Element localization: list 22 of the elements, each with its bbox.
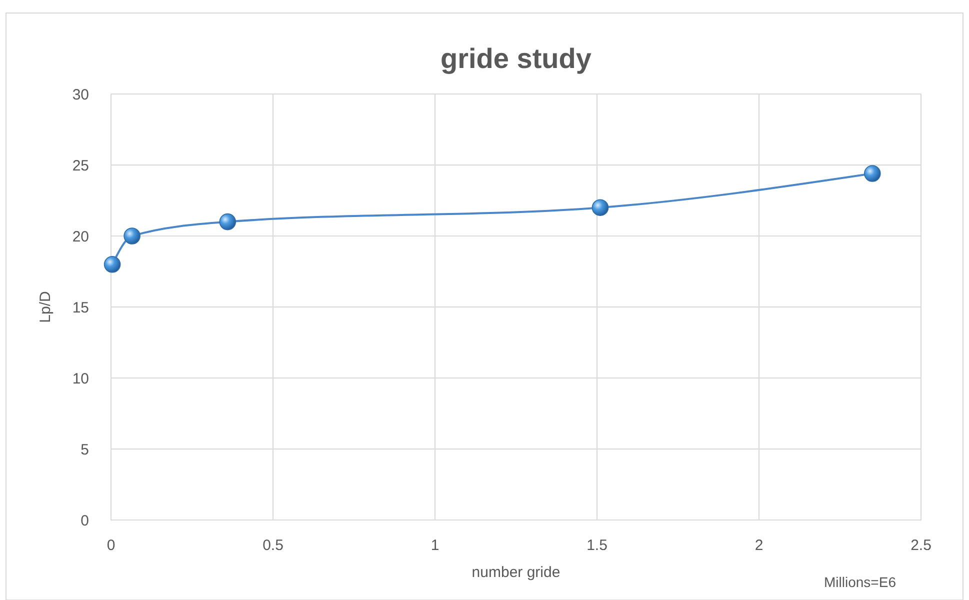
x-axis-title: number gride (472, 564, 560, 581)
y-axis-title: Lp/D (37, 290, 54, 323)
y-tick-label: 25 (72, 157, 89, 174)
x-tick-label: 2.5 (910, 537, 932, 554)
chart-title: gride study (440, 43, 592, 74)
y-tick-label: 10 (72, 370, 89, 388)
point (592, 199, 609, 216)
x-tick-label: 1.5 (586, 537, 608, 554)
y-tick-label: 15 (72, 299, 89, 316)
y-tick-label: 30 (72, 86, 89, 104)
point (864, 165, 881, 182)
x-tick-label: 1 (430, 537, 440, 554)
point (104, 256, 121, 273)
y-tick-label: 0 (80, 512, 89, 530)
x-tick-label: 0.5 (262, 537, 284, 554)
x-tick-label: 0 (106, 537, 116, 554)
x-tick-label: 2 (754, 537, 764, 554)
y-tick-label: 20 (72, 228, 89, 246)
text: Millions=E6 (824, 574, 896, 590)
point (219, 213, 236, 230)
y-tick-label: 5 (80, 441, 89, 458)
point (124, 228, 140, 244)
